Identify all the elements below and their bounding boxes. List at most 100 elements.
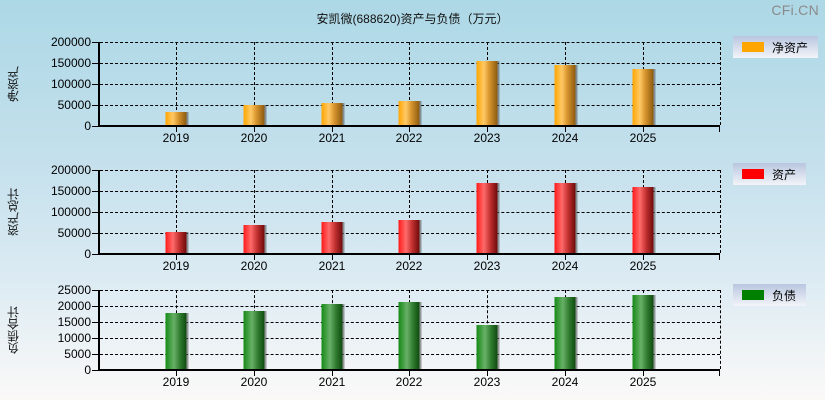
x-tick-label: 2022 xyxy=(395,131,423,145)
x-tick-label: 2019 xyxy=(162,131,190,145)
bar-2025[interactable] xyxy=(632,295,654,369)
plot-area xyxy=(98,290,721,371)
y-tick-label: 15000 xyxy=(57,315,91,329)
bar-2025[interactable] xyxy=(632,187,654,253)
bar-2022[interactable] xyxy=(398,301,420,369)
y-tick-label: 0 xyxy=(84,247,91,261)
legend-label: 负债 xyxy=(772,288,797,303)
x-tick xyxy=(565,371,566,376)
gridline-vertical xyxy=(409,170,410,253)
bar-2024[interactable] xyxy=(554,183,576,253)
x-tick xyxy=(332,127,333,132)
y-tick xyxy=(92,338,98,339)
y-tick xyxy=(92,191,98,192)
bar-2024[interactable] xyxy=(554,297,576,369)
legend-label: 净资产 xyxy=(772,40,809,55)
x-tick-label: 2023 xyxy=(473,131,501,145)
x-tick-label: 2023 xyxy=(473,259,501,273)
bar-2024[interactable] xyxy=(554,64,576,125)
x-tick-label: 2020 xyxy=(240,259,268,273)
y-tick-label: 0 xyxy=(84,119,91,133)
bar-2023[interactable] xyxy=(476,61,498,125)
x-tick-label: 2019 xyxy=(162,259,190,273)
x-tick xyxy=(643,255,644,260)
legend: 净资产 xyxy=(733,36,819,58)
x-tick xyxy=(409,255,410,260)
y-tick xyxy=(92,212,98,213)
bar-2025[interactable] xyxy=(632,69,654,125)
bar-2020[interactable] xyxy=(243,225,265,253)
y-tick-label: 150000 xyxy=(50,56,91,70)
y-tick xyxy=(92,233,98,234)
x-tick xyxy=(409,371,410,376)
y-tick-label: 100000 xyxy=(50,77,91,91)
x-tick xyxy=(719,371,720,376)
y-tick-label: 50000 xyxy=(57,226,91,240)
x-tick-label: 2020 xyxy=(240,375,268,389)
bar-2020[interactable] xyxy=(243,105,265,125)
y-tick xyxy=(92,84,98,85)
bar-2023[interactable] xyxy=(476,325,498,369)
x-tick xyxy=(643,371,644,376)
x-tick xyxy=(332,371,333,376)
gridline-horizontal xyxy=(100,170,720,171)
y-tick xyxy=(92,322,98,323)
legend-label: 资产 xyxy=(772,167,797,182)
x-tick-label: 2022 xyxy=(395,375,423,389)
plot-area xyxy=(98,170,721,255)
y-tick-label: 10000 xyxy=(57,331,91,345)
gridline-horizontal xyxy=(100,290,720,291)
x-tick xyxy=(254,371,255,376)
gridline-vertical xyxy=(332,170,333,253)
x-tick xyxy=(254,127,255,132)
y-axis-label: 负债合计 xyxy=(6,306,21,354)
legend-swatch xyxy=(742,169,764,179)
legend-swatch xyxy=(742,42,764,52)
y-tick xyxy=(92,126,98,127)
bar-2019[interactable] xyxy=(165,313,187,369)
x-tick xyxy=(487,255,488,260)
x-tick xyxy=(409,127,410,132)
bar-2020[interactable] xyxy=(243,310,265,369)
y-tick-label: 20000 xyxy=(57,299,91,313)
x-tick-label: 2023 xyxy=(473,375,501,389)
y-tick xyxy=(92,254,98,255)
x-tick-label: 2025 xyxy=(629,131,657,145)
x-tick xyxy=(176,371,177,376)
x-tick-label: 2024 xyxy=(551,375,579,389)
gridline-horizontal xyxy=(100,212,720,213)
gridline-vertical xyxy=(176,170,177,253)
bar-2022[interactable] xyxy=(398,101,420,125)
bar-2019[interactable] xyxy=(165,111,187,125)
plot-right-border xyxy=(720,42,721,125)
x-tick-label: 2021 xyxy=(318,375,346,389)
y-axis-label: 净资产 xyxy=(6,66,21,102)
x-tick xyxy=(643,127,644,132)
x-tick xyxy=(176,255,177,260)
bar-2019[interactable] xyxy=(165,232,187,253)
bar-2021[interactable] xyxy=(321,304,343,369)
bar-2021[interactable] xyxy=(321,222,343,253)
y-tick xyxy=(92,370,98,371)
y-tick xyxy=(92,306,98,307)
watermark-logo: CFi.CN xyxy=(771,2,819,18)
gridline-vertical xyxy=(254,170,255,253)
bar-2022[interactable] xyxy=(398,220,420,253)
y-tick xyxy=(92,63,98,64)
gridline-vertical xyxy=(409,42,410,125)
gridline-vertical xyxy=(176,42,177,125)
x-tick xyxy=(565,127,566,132)
plot-right-border xyxy=(720,290,721,369)
gridline-vertical xyxy=(254,42,255,125)
bar-2023[interactable] xyxy=(476,183,498,253)
x-tick-label: 2024 xyxy=(551,131,579,145)
legend: 负债 xyxy=(733,284,807,306)
x-tick xyxy=(719,255,720,260)
gridline-horizontal xyxy=(100,191,720,192)
plot-area xyxy=(98,42,721,127)
chart-title: 安凯微(688620)资产与负债（万元） xyxy=(316,12,509,26)
y-tick-label: 150000 xyxy=(50,184,91,198)
plot-right-border xyxy=(720,170,721,253)
bar-2021[interactable] xyxy=(321,103,343,125)
x-tick-label: 2019 xyxy=(162,375,190,389)
